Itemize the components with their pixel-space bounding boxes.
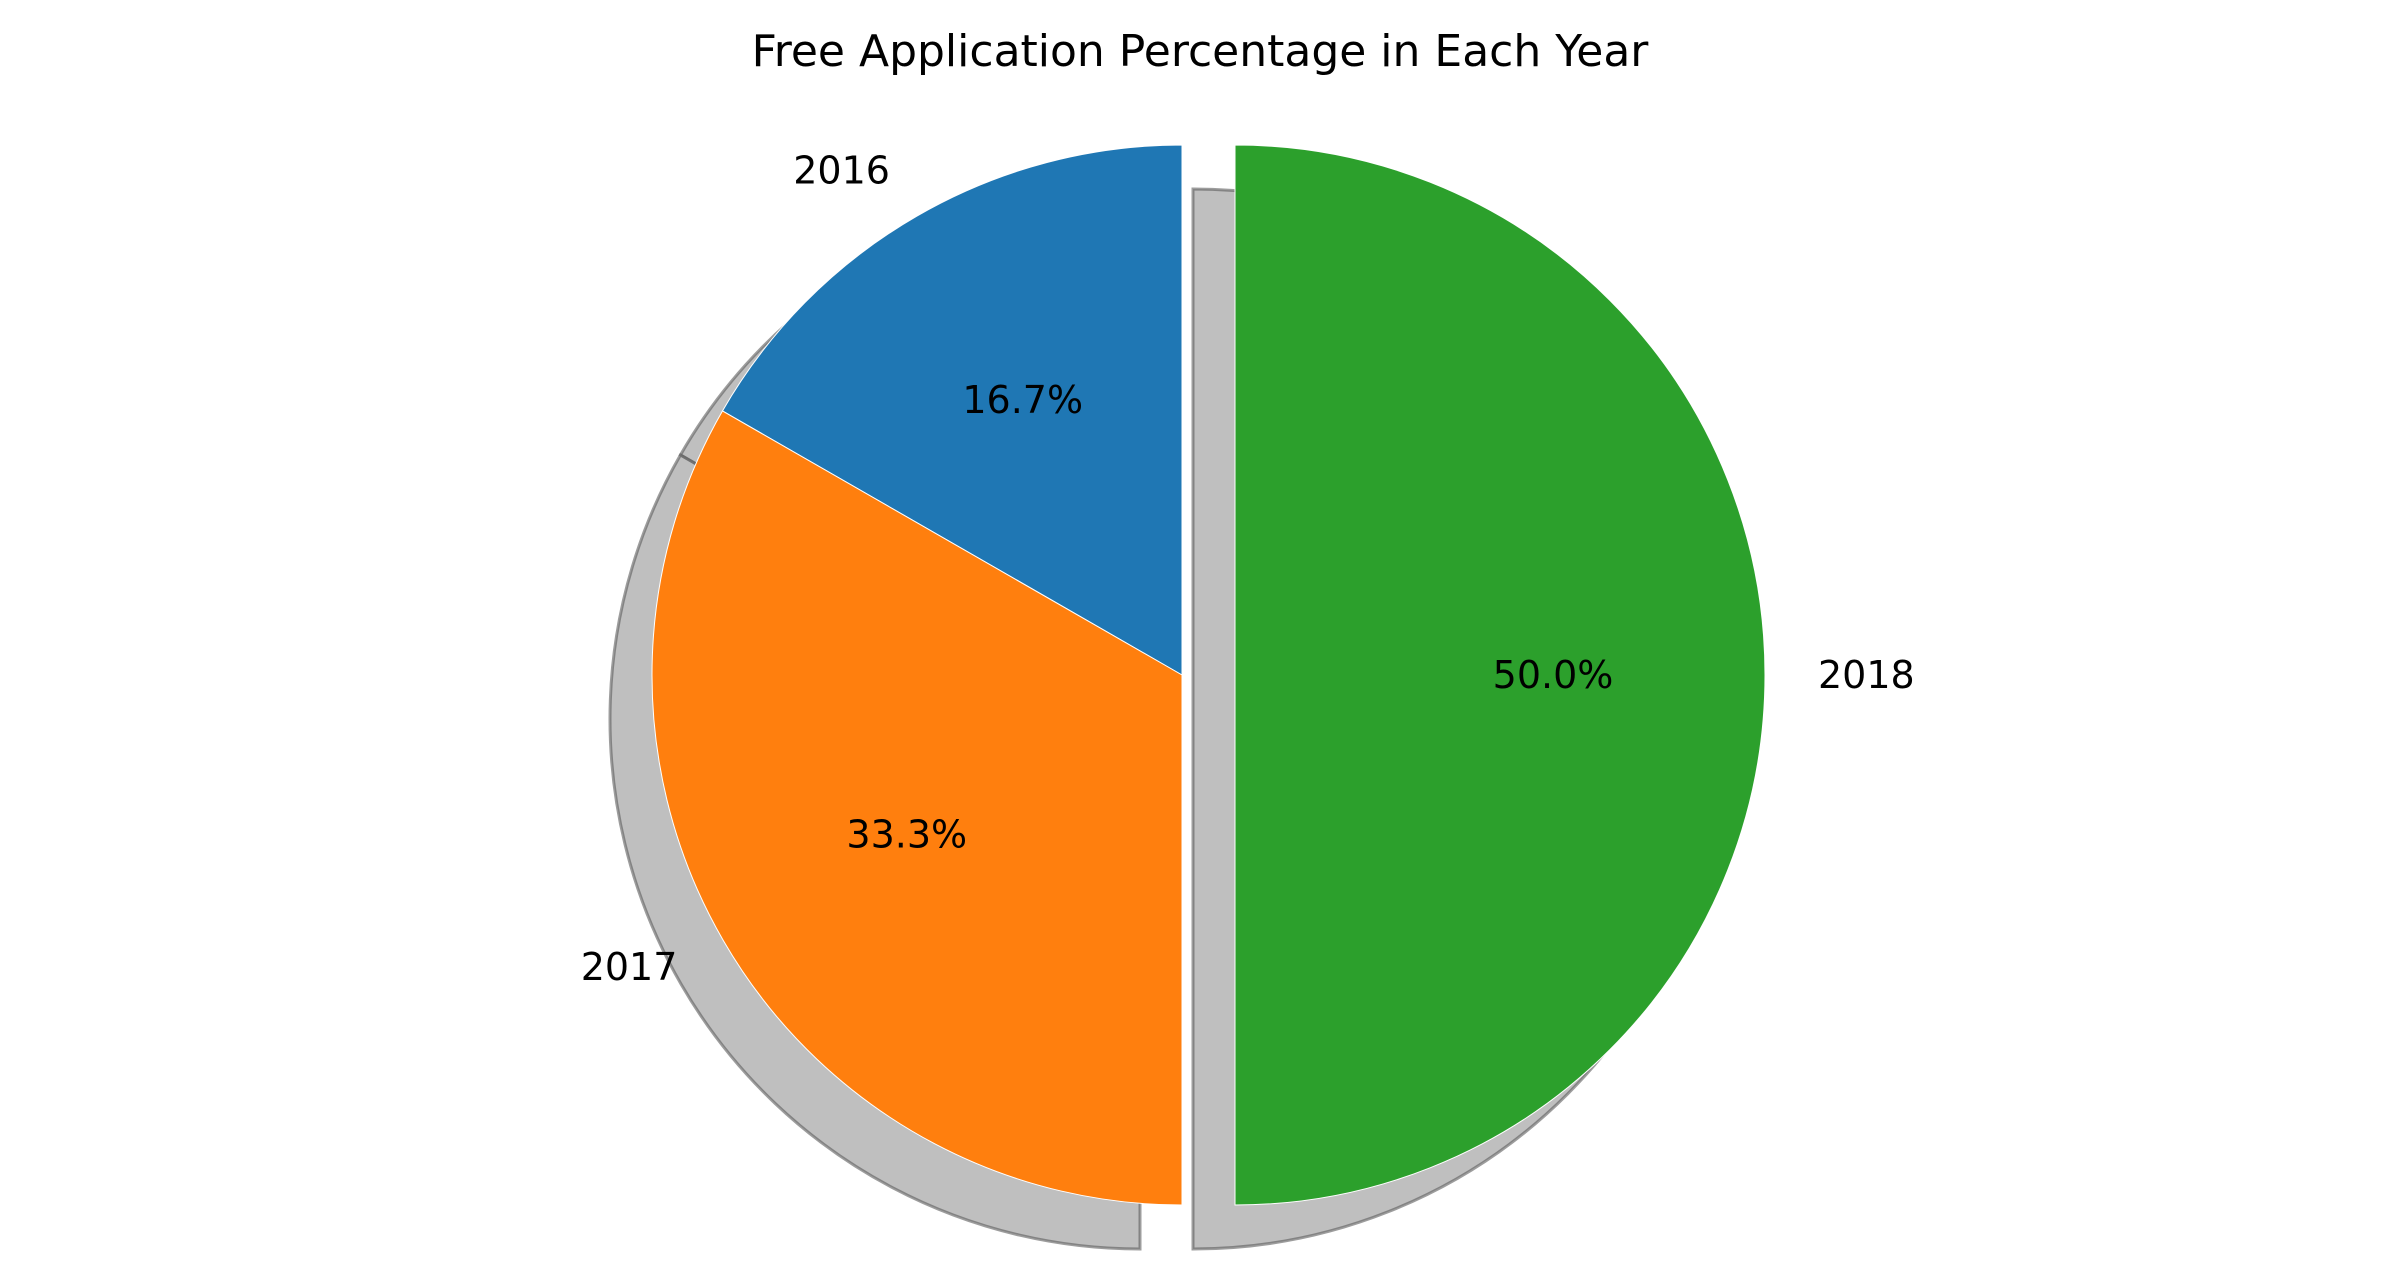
slice-label-2018: 2018 [1818,653,1915,697]
chart-title: Free Application Percentage in Each Year [752,26,1650,77]
pie-slice-2017 [651,410,1183,1206]
slice-label-2017: 2017 [581,945,678,989]
percent-label-2018: 50.0% [1493,653,1614,697]
percent-label-2017: 33.3% [846,812,967,856]
pie-slice-2016 [721,144,1183,676]
pie-label-layer: 2016 16.7% 2017 33.3% 2018 50.0% [581,148,1915,989]
slice-label-2016: 2016 [793,148,890,192]
pie-slice-layer [651,144,1766,1206]
percent-label-2016: 16.7% [962,378,1083,422]
pie-slice-2018 [1234,144,1766,1206]
